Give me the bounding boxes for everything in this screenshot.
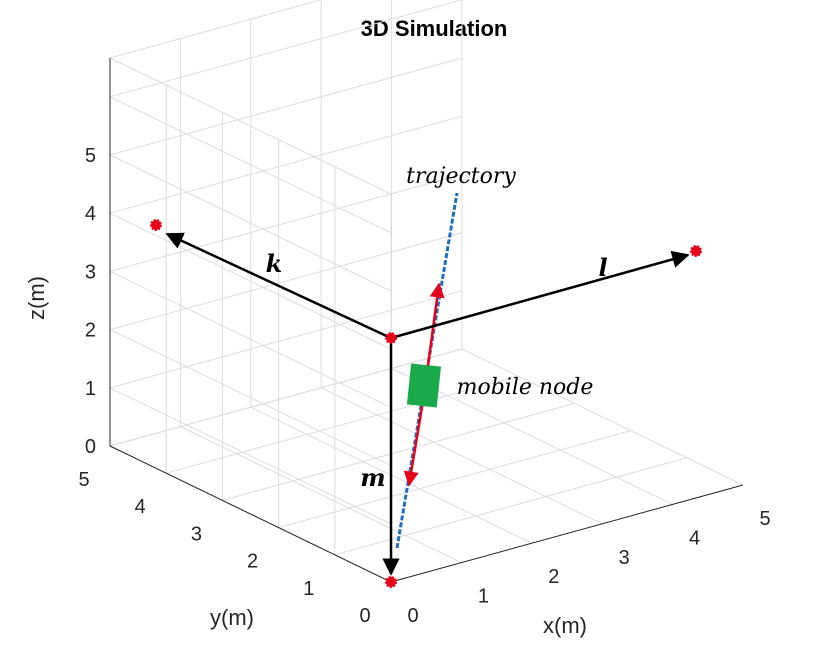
z-tick-label: 3 xyxy=(85,261,96,283)
grid-line xyxy=(109,387,392,525)
grid-line xyxy=(222,402,575,501)
grid-line xyxy=(461,348,744,486)
grid-line xyxy=(180,426,462,564)
x-tick-label: 3 xyxy=(619,547,630,569)
anchor-point xyxy=(690,245,702,257)
mobile-node xyxy=(406,363,442,408)
z-tick-label: 1 xyxy=(85,378,96,400)
grid-line xyxy=(278,430,631,529)
y-axis-label: y(m) xyxy=(210,605,254,630)
y-tick-label: 1 xyxy=(303,578,314,600)
x-tick-label: 2 xyxy=(548,566,559,588)
grid-line xyxy=(320,387,603,525)
tick-labels: 0 1 2 3 4 5 0 1 2 3 4 5 0 1 2 3 4 5 xyxy=(78,145,770,627)
vector-k xyxy=(165,232,392,340)
label-trajectory: trajectory xyxy=(406,164,516,189)
x-tick-label: 4 xyxy=(689,527,700,549)
grid-line xyxy=(109,329,392,467)
vector-l xyxy=(390,250,690,340)
grid-line xyxy=(109,270,392,408)
z-tick-label: 4 xyxy=(85,203,96,225)
grid-line xyxy=(109,57,463,156)
grid-line xyxy=(109,154,392,292)
x-tick-label: 5 xyxy=(759,508,770,530)
grid-line xyxy=(109,173,463,272)
grid-line xyxy=(109,96,392,234)
z-tick-label: 5 xyxy=(85,145,96,167)
axes xyxy=(109,58,744,583)
grid-line xyxy=(109,0,323,59)
grid-line xyxy=(109,348,463,447)
chart-title: 3D Simulation xyxy=(361,16,508,41)
grid xyxy=(109,0,744,583)
y-tick-label: 2 xyxy=(247,551,258,573)
y-tick-label: 3 xyxy=(191,523,202,545)
y-tick-label: 5 xyxy=(78,469,89,491)
trajectory-line xyxy=(395,192,459,549)
x-tick-label: 1 xyxy=(478,586,489,608)
motion-arrow-down xyxy=(403,394,426,487)
label-l: l xyxy=(598,253,607,282)
label-mobile-node: mobile node xyxy=(457,375,594,400)
z-tick-label: 0 xyxy=(85,436,96,458)
grid-line xyxy=(109,290,463,389)
y-axis-line xyxy=(109,445,392,583)
y-tick-label: 0 xyxy=(359,605,370,627)
grid-line xyxy=(109,57,392,195)
x-axis-line xyxy=(390,484,744,583)
x-tick-label: 0 xyxy=(407,605,418,627)
grid-line xyxy=(334,457,687,556)
anchor-point xyxy=(385,332,397,344)
anchor-point xyxy=(385,576,397,588)
anchor-point xyxy=(150,219,162,231)
anchor-points xyxy=(150,219,702,588)
grid-line xyxy=(109,212,392,350)
grid-line xyxy=(109,0,463,98)
z-tick-label: 2 xyxy=(85,320,96,342)
x-axis-label: x(m) xyxy=(543,613,587,638)
z-axis-label: z(m) xyxy=(24,276,49,320)
grid-line xyxy=(166,375,519,474)
label-m: m xyxy=(360,463,385,492)
grid-line xyxy=(109,232,463,331)
y-tick-label: 4 xyxy=(135,496,146,518)
label-k: k xyxy=(266,249,283,278)
grid-line xyxy=(109,115,463,214)
